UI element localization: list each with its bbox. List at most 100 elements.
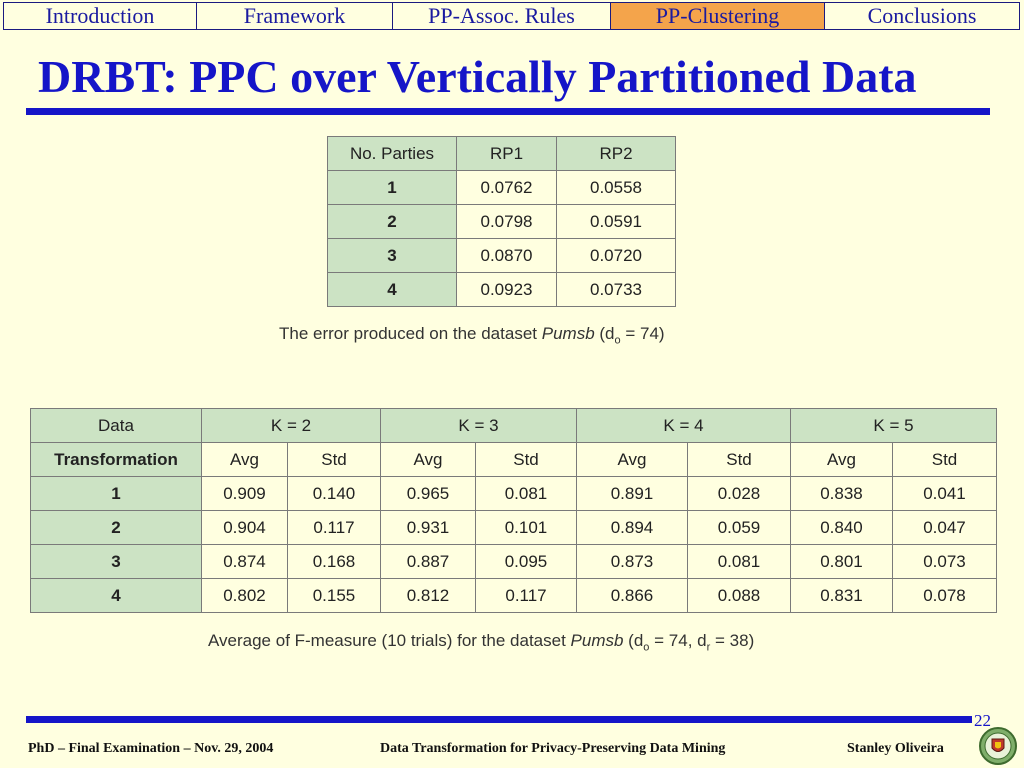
row-label: 2 [327,204,457,239]
row-label: 4 [327,272,457,307]
table-cell: 0.0720 [556,238,676,273]
subheader-cell: Avg [576,442,688,477]
row-label: 1 [30,476,202,511]
table-cell: 0.101 [475,510,577,545]
table1-caption: The error produced on the dataset Pumsb … [279,324,665,346]
tab-introduction[interactable]: Introduction [4,3,197,29]
tab-conclusions[interactable]: Conclusions [867,3,977,28]
table-cell: 0.866 [576,578,688,613]
subheader-cell: Std [287,442,381,477]
footer-left: PhD – Final Examination – Nov. 29, 2004 [28,741,274,756]
table-cell: 0.073 [892,544,997,579]
caption-subscript: o [643,641,650,654]
table-cell: 0.078 [892,578,997,613]
table-cell: 0.874 [201,544,288,579]
tab-pp-clustering[interactable]: PP-Clustering [611,3,825,29]
table-cell: 0.028 [687,476,791,511]
table-cell: 0.873 [576,544,688,579]
error-table: No. Parties RP1 RP2 1 0.0762 0.0558 2 0.… [327,136,676,307]
table-cell: 0.909 [201,476,288,511]
row-label: 1 [327,170,457,205]
table-row: 3 0.874 0.168 0.887 0.095 0.873 0.081 0.… [30,544,997,579]
table-cell: 0.081 [687,544,791,579]
section-nav: Introduction Framework PP-Assoc. Rules P… [3,2,1020,30]
row-label: 4 [30,578,202,613]
table-row: 2 0.904 0.117 0.931 0.101 0.894 0.059 0.… [30,510,997,545]
footer-right: Stanley Oliveira [847,741,944,756]
group-header-k2: K = 2 [201,408,381,443]
table-group-header-row: Data K = 2 K = 3 K = 4 K = 5 [30,408,997,443]
caption-text: = 74, d [649,631,707,650]
caption-text: = 38) [710,631,755,650]
table-cell: 0.0733 [556,272,676,307]
table-cell: 0.088 [687,578,791,613]
university-crest-icon [979,727,1017,765]
table-cell: 0.894 [576,510,688,545]
table-cell: 0.0762 [456,170,557,205]
table-cell: 0.931 [380,510,476,545]
tab-framework[interactable]: Framework [197,3,393,29]
footer-divider [26,716,972,723]
caption-text: (d [623,631,644,650]
table-cell: 0.041 [892,476,997,511]
subheader-cell: Avg [790,442,893,477]
header-cell: RP1 [456,136,557,171]
table-row: 4 0.0923 0.0733 [327,272,676,307]
table-row: 2 0.0798 0.0591 [327,204,676,239]
table-cell: 0.081 [475,476,577,511]
table-cell: 0.802 [201,578,288,613]
table-cell: 0.047 [892,510,997,545]
table-cell: 0.0558 [556,170,676,205]
table-cell: 0.059 [687,510,791,545]
group-header-k5: K = 5 [790,408,997,443]
subheader-cell: Avg [201,442,288,477]
table-cell: 0.140 [287,476,381,511]
table-cell: 0.0923 [456,272,557,307]
row-label: 3 [327,238,457,273]
subheader-cell: Std [687,442,791,477]
subheader-cell: Avg [380,442,476,477]
header-cell-data: Data [30,408,202,443]
table-cell: 0.840 [790,510,893,545]
table-cell: 0.117 [287,510,381,545]
table-cell: 0.095 [475,544,577,579]
caption-subscript: o [614,334,621,347]
caption-dataset: Pumsb [570,631,624,650]
table2-caption: Average of F-measure (10 trials) for the… [208,631,754,653]
footer-center: Data Transformation for Privacy-Preservi… [380,741,726,756]
table-row: 1 0.909 0.140 0.965 0.081 0.891 0.028 0.… [30,476,997,511]
header-cell: No. Parties [327,136,457,171]
table-cell: 0.0798 [456,204,557,239]
caption-text: The error produced on the dataset [279,324,542,343]
caption-text: (d [594,324,615,343]
table-cell: 0.887 [380,544,476,579]
table-cell: 0.117 [475,578,577,613]
table-cell: 0.812 [380,578,476,613]
table-cell: 0.831 [790,578,893,613]
title-divider [26,108,990,115]
row-label: 3 [30,544,202,579]
group-header-k4: K = 4 [576,408,791,443]
slide-title: DRBT: PPC over Vertically Partitioned Da… [38,51,917,102]
table-cell: 0.965 [380,476,476,511]
table-row: 4 0.802 0.155 0.812 0.117 0.866 0.088 0.… [30,578,997,613]
table-row: 3 0.0870 0.0720 [327,238,676,273]
table-cell: 0.891 [576,476,688,511]
table-cell: 0.0870 [456,238,557,273]
caption-dataset: Pumsb [541,324,595,343]
tab-pp-assoc-rules[interactable]: PP-Assoc. Rules [393,3,611,29]
page-number: 22 [974,711,991,730]
table-cell: 0.168 [287,544,381,579]
table-subheader-row: Transformation Avg Std Avg Std Avg Std A… [30,442,997,477]
row-label: 2 [30,510,202,545]
table-row: 1 0.0762 0.0558 [327,170,676,205]
header-cell: RP2 [556,136,676,171]
table-cell: 0.904 [201,510,288,545]
group-header-k3: K = 3 [380,408,577,443]
table-cell: 0.838 [790,476,893,511]
subheader-cell: Std [475,442,577,477]
f-measure-table: Data K = 2 K = 3 K = 4 K = 5 Transformat… [30,408,997,613]
caption-text: = 74) [620,324,665,343]
header-cell-transformation: Transformation [30,442,202,477]
subheader-cell: Std [892,442,997,477]
